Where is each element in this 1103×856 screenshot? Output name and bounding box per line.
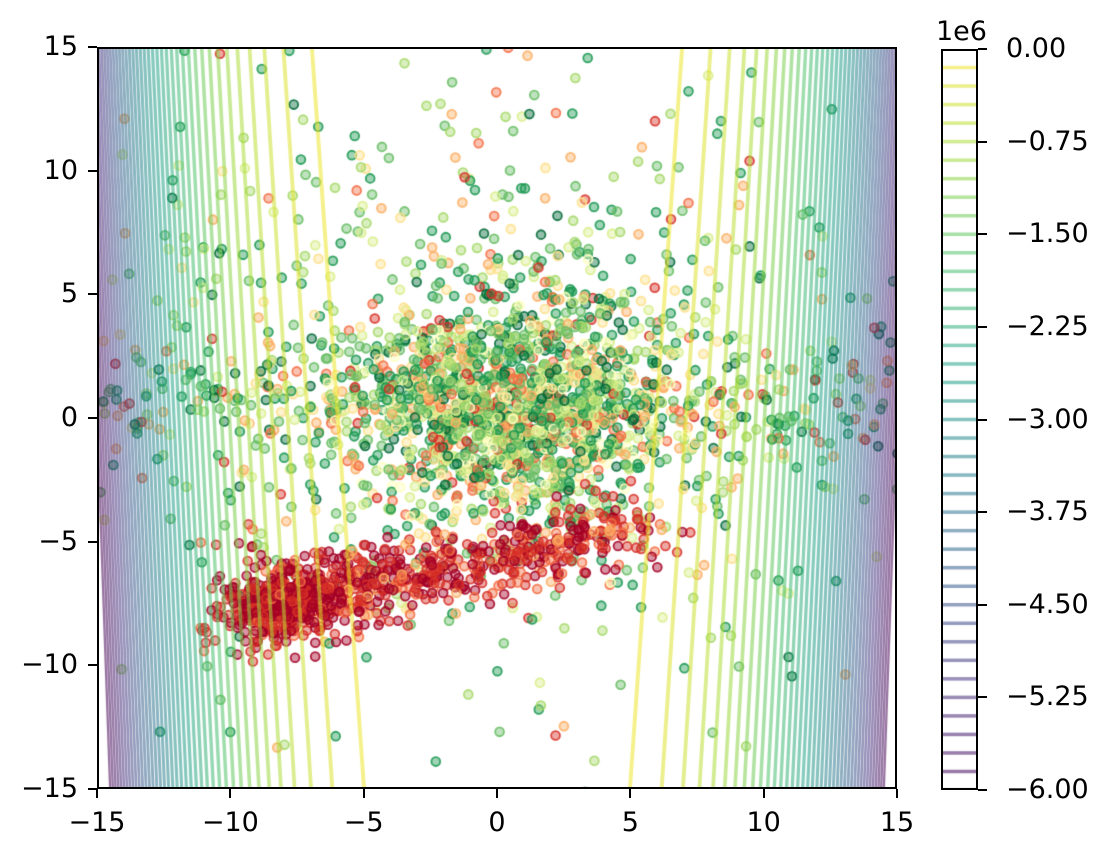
colorbar-tick-mark [978, 325, 987, 328]
colorbar-offset-label: 1e6 [936, 16, 987, 47]
y-tick-label: 0 [60, 402, 78, 433]
x-tick-mark [96, 789, 98, 798]
colorbar-tick-mark [978, 789, 987, 791]
y-tick-mark [88, 46, 97, 48]
colorbar-tick-mark [978, 603, 987, 606]
y-tick-label: −5 [38, 525, 78, 557]
x-tick-label: 5 [621, 807, 639, 838]
colorbar-tick-mark [978, 233, 987, 236]
y-tick-mark [88, 540, 97, 543]
colorbar-tick-label: −6.00 [1006, 774, 1089, 805]
x-tick-mark [496, 789, 498, 798]
colorbar-tick-label: −1.50 [1006, 218, 1089, 250]
scatter-contour-plot-canvas [97, 47, 897, 789]
x-tick-mark [229, 789, 232, 798]
colorbar-tick-label: −3.75 [1006, 496, 1089, 528]
x-tick-label: 0 [488, 807, 506, 838]
x-tick-mark [762, 789, 765, 798]
colorbar-tick-label: −4.50 [1006, 588, 1089, 620]
y-tick-mark [88, 169, 97, 172]
colorbar-tick-mark [978, 418, 987, 421]
colorbar-tick-label: −0.75 [1006, 125, 1089, 157]
y-tick-mark [88, 293, 97, 296]
x-tick-label: 15 [879, 807, 915, 838]
y-tick-mark [88, 417, 97, 419]
colorbar-tick-mark [978, 696, 987, 699]
x-tick-label: −15 [68, 807, 126, 838]
colorbar-tick-mark [978, 140, 987, 143]
x-tick-mark [896, 789, 898, 798]
colorbar-tick-label: 0.00 [1006, 33, 1067, 64]
y-tick-label: −15 [21, 773, 78, 804]
y-tick-label: −10 [21, 649, 78, 681]
y-tick-label: 5 [60, 278, 78, 310]
colorbar-tick-mark [978, 511, 987, 514]
y-tick-label: 15 [43, 31, 78, 62]
colorbar-tick-label: −3.00 [1006, 403, 1089, 435]
colorbar-tick-mark [978, 48, 987, 50]
colorbar-canvas [941, 49, 978, 790]
colorbar-tick-label: −2.25 [1006, 310, 1089, 342]
colorbar-tick-label: −5.25 [1006, 681, 1089, 713]
x-tick-mark [629, 789, 632, 798]
y-tick-label: 10 [43, 154, 78, 186]
y-tick-mark [88, 788, 97, 790]
x-tick-label: −5 [343, 807, 384, 838]
x-tick-mark [362, 789, 365, 798]
x-tick-label: 10 [746, 807, 781, 838]
x-tick-label: −10 [201, 807, 259, 838]
y-tick-mark [88, 664, 97, 667]
